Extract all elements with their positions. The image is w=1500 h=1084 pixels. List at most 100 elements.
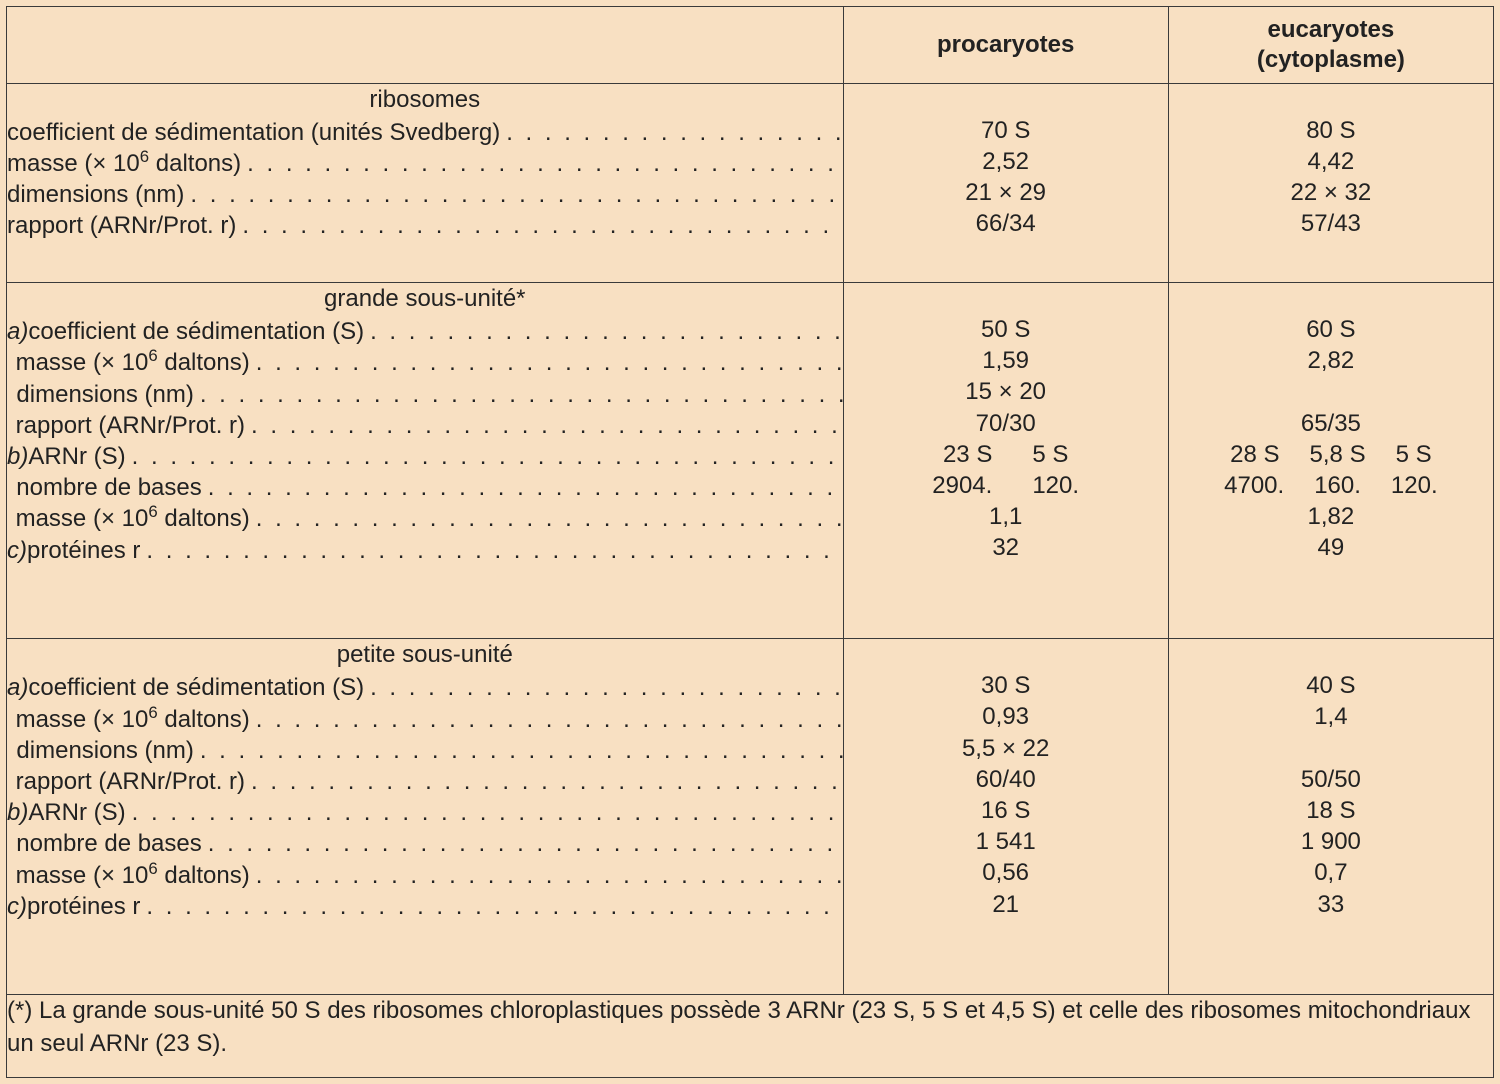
section-row: ribosomescoefficient de sédimentation (u… bbox=[7, 83, 1494, 283]
row-marker: c) bbox=[7, 891, 27, 922]
leader-dots: . . . . . . . . . . . . . . . . . . . . … bbox=[364, 672, 842, 703]
row-label-line: masse (× 106 daltons). . . . . . . . . .… bbox=[7, 347, 843, 378]
header-procaryotes-label: procaryotes bbox=[937, 31, 1074, 58]
table-body: ribosomescoefficient de sédimentation (u… bbox=[7, 83, 1494, 995]
value-eucaryotes: 60 S bbox=[1169, 314, 1493, 345]
section-values-eucaryotes: 40 S1,4 50/5018 S1 9000,733 bbox=[1168, 639, 1493, 995]
section-labels-cell: ribosomescoefficient de sédimentation (u… bbox=[7, 83, 844, 283]
row-label: ARNr (S) bbox=[28, 441, 125, 472]
section-row: grande sous-unité*a)coefficient de sédim… bbox=[7, 283, 1494, 639]
row-label-line: b)ARNr (S). . . . . . . . . . . . . . . … bbox=[7, 441, 843, 472]
row-marker: b) bbox=[7, 797, 28, 828]
value-procaryotes: 70/30 bbox=[844, 408, 1168, 439]
section-labels-cell: petite sous-unitéa)coefficient de sédime… bbox=[7, 639, 844, 995]
section-values-procaryotes: 30 S0,935,5 × 2260/4016 S1 5410,5621 bbox=[843, 639, 1168, 995]
row-marker: c) bbox=[7, 535, 27, 566]
leader-dots: . . . . . . . . . . . . . . . . . . . . … bbox=[250, 347, 843, 378]
value-procaryotes: 23 S 5 S bbox=[844, 439, 1168, 470]
row-label-line: dimensions (nm). . . . . . . . . . . . .… bbox=[7, 179, 843, 210]
row-label-line: dimensions (nm). . . . . . . . . . . . .… bbox=[7, 735, 843, 766]
leader-dots: . . . . . . . . . . . . . . . . . . . . … bbox=[250, 503, 843, 534]
value-eucaryotes-part: 5,8 S bbox=[1310, 439, 1366, 470]
value-procaryotes: 2904. 120. bbox=[844, 470, 1168, 501]
header-empty bbox=[7, 7, 844, 84]
value-procaryotes: 15 × 20 bbox=[844, 376, 1168, 407]
row-label: masse (× 106 daltons) bbox=[16, 503, 250, 534]
value-eucaryotes: 1,82 bbox=[1169, 501, 1493, 532]
section-values-eucaryotes: 60 S2,82 65/3528 S5,8 S5 S4700.160.120.1… bbox=[1168, 283, 1493, 639]
leader-dots: . . . . . . . . . . . . . . . . . . . . … bbox=[241, 148, 842, 179]
leader-dots: . . . . . . . . . . . . . . . . . . . . … bbox=[126, 797, 843, 828]
row-label: coefficient de sédimentation (S) bbox=[28, 316, 364, 347]
value-procaryotes-part: 120. bbox=[1032, 470, 1079, 501]
value-eucaryotes: 28 S5,8 S5 S bbox=[1169, 439, 1493, 470]
leader-dots: . . . . . . . . . . . . . . . . . . . . … bbox=[194, 735, 843, 766]
footnote-text: (*) La grande sous-unité 50 S des riboso… bbox=[7, 997, 1470, 1056]
value-eucaryotes: 4700.160.120. bbox=[1169, 470, 1493, 501]
value-procaryotes-part: 23 S bbox=[943, 439, 992, 470]
value-eucaryotes: 2,82 bbox=[1169, 345, 1493, 376]
value-eucaryotes bbox=[1169, 733, 1493, 764]
value-procaryotes: 60/40 bbox=[844, 764, 1168, 795]
row-label-line: nombre de bases. . . . . . . . . . . . .… bbox=[7, 472, 843, 503]
section-values-eucaryotes: 80 S4,4222 × 3257/43 bbox=[1168, 83, 1493, 283]
header-procaryotes: procaryotes bbox=[843, 7, 1168, 84]
row-label-line: rapport (ARNr/Prot. r). . . . . . . . . … bbox=[7, 410, 843, 441]
page: procaryotes eucaryotes (cytoplasme) ribo… bbox=[0, 0, 1500, 1084]
value-procaryotes: 30 S bbox=[844, 670, 1168, 701]
footnote-row: (*) La grande sous-unité 50 S des riboso… bbox=[7, 995, 1494, 1078]
value-procaryotes: 50 S bbox=[844, 314, 1168, 345]
value-eucaryotes: 49 bbox=[1169, 532, 1493, 563]
value-procaryotes: 0,56 bbox=[844, 857, 1168, 888]
row-label: masse (× 106 daltons) bbox=[16, 860, 250, 891]
value-procaryotes: 2,52 bbox=[844, 146, 1168, 177]
row-label-line: rapport (ARNr/Prot. r). . . . . . . . . … bbox=[7, 766, 843, 797]
leader-dots: . . . . . . . . . . . . . . . . . . . . … bbox=[184, 179, 842, 210]
value-eucaryotes: 0,7 bbox=[1169, 857, 1493, 888]
value-procaryotes-part: 2904. bbox=[932, 470, 992, 501]
row-label: coefficient de sédimentation (S) bbox=[28, 672, 364, 703]
row-label-line: c)protéines r. . . . . . . . . . . . . .… bbox=[7, 535, 843, 566]
leader-dots: . . . . . . . . . . . . . . . . . . . . … bbox=[500, 117, 842, 148]
value-eucaryotes-part: 28 S bbox=[1230, 439, 1279, 470]
row-label: nombre de bases bbox=[16, 828, 201, 859]
row-label: nombre de bases bbox=[16, 472, 201, 503]
row-label: masse (× 106 daltons) bbox=[16, 347, 250, 378]
row-label-line: b)ARNr (S). . . . . . . . . . . . . . . … bbox=[7, 797, 843, 828]
value-procaryotes: 1 541 bbox=[844, 826, 1168, 857]
value-procaryotes: 16 S bbox=[844, 795, 1168, 826]
row-label-line: masse (× 106 daltons). . . . . . . . . .… bbox=[7, 704, 843, 735]
value-procaryotes: 1,59 bbox=[844, 345, 1168, 376]
row-label: rapport (ARNr/Prot. r) bbox=[16, 766, 245, 797]
value-procaryotes: 70 S bbox=[844, 115, 1168, 146]
row-label: ARNr (S) bbox=[28, 797, 125, 828]
value-procaryotes: 32 bbox=[844, 532, 1168, 563]
value-procaryotes: 21 bbox=[844, 889, 1168, 920]
value-procaryotes: 5,5 × 22 bbox=[844, 733, 1168, 764]
section-title: ribosomes bbox=[7, 84, 843, 115]
row-marker: a) bbox=[7, 316, 28, 347]
row-label: rapport (ARNr/Prot. r) bbox=[16, 410, 245, 441]
row-label: dimensions (nm) bbox=[7, 179, 184, 210]
value-eucaryotes: 22 × 32 bbox=[1169, 177, 1493, 208]
value-procaryotes-part: 5 S bbox=[1032, 439, 1068, 470]
header-eucaryotes-label-1: eucaryotes bbox=[1268, 16, 1395, 43]
value-eucaryotes: 65/35 bbox=[1169, 408, 1493, 439]
row-label-line: masse (× 106 daltons). . . . . . . . . .… bbox=[7, 860, 843, 891]
value-eucaryotes-part: 120. bbox=[1391, 470, 1438, 501]
row-label: dimensions (nm) bbox=[16, 735, 193, 766]
row-marker: b) bbox=[7, 441, 28, 472]
row-label: rapport (ARNr/Prot. r) bbox=[7, 210, 236, 241]
value-procaryotes: 66/34 bbox=[844, 208, 1168, 239]
value-procaryotes: 1,1 bbox=[844, 501, 1168, 532]
section-values-procaryotes: 50 S1,5915 × 2070/3023 S 5 S 2904. 120.1,13… bbox=[843, 283, 1168, 639]
leader-dots: . . . . . . . . . . . . . . . . . . . . … bbox=[140, 535, 842, 566]
value-procaryotes: 21 × 29 bbox=[844, 177, 1168, 208]
row-label-line: a)coefficient de sédimentation (S). . . … bbox=[7, 672, 843, 703]
row-label-line: c)protéines r. . . . . . . . . . . . . .… bbox=[7, 891, 843, 922]
value-eucaryotes: 40 S bbox=[1169, 670, 1493, 701]
leader-dots: . . . . . . . . . . . . . . . . . . . . … bbox=[250, 704, 843, 735]
value-procaryotes: 0,93 bbox=[844, 701, 1168, 732]
leader-dots: . . . . . . . . . . . . . . . . . . . . … bbox=[245, 766, 843, 797]
leader-dots: . . . . . . . . . . . . . . . . . . . . … bbox=[364, 316, 842, 347]
